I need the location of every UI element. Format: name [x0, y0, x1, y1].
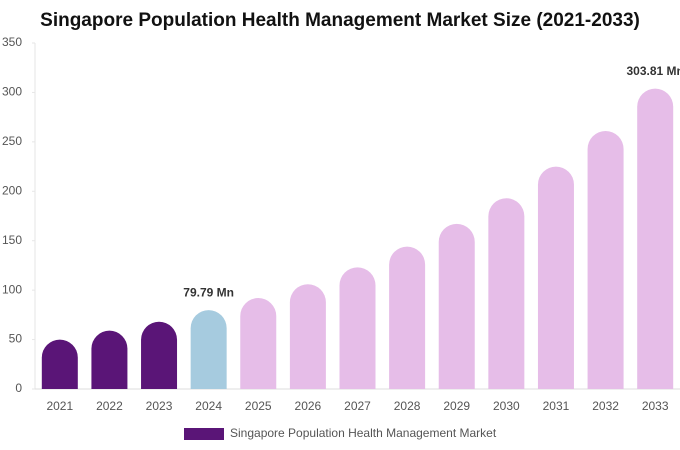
y-tick-label: 100: [2, 282, 22, 296]
x-tick-label: 2022: [96, 399, 123, 413]
y-tick-label: 0: [15, 381, 22, 395]
y-tick-label: 200: [2, 183, 22, 197]
bar: [240, 298, 277, 389]
value-label: 303.81 Mn: [627, 64, 680, 78]
x-tick-label: 2026: [295, 399, 322, 413]
bar: [389, 246, 426, 389]
x-tick-label: 2029: [443, 399, 470, 413]
bar: [537, 166, 574, 389]
x-tick-label: 2027: [344, 399, 371, 413]
legend-label: Singapore Population Health Management M…: [230, 426, 497, 440]
x-tick-label: 2023: [146, 399, 173, 413]
x-tick-label: 2024: [195, 399, 222, 413]
bar: [289, 284, 326, 389]
bar: [488, 198, 525, 389]
legend-swatch: [184, 428, 224, 440]
x-tick-label: 2021: [46, 399, 73, 413]
chart-title: Singapore Population Health Management M…: [40, 10, 640, 31]
bar: [438, 223, 475, 389]
x-tick-label: 2031: [543, 399, 570, 413]
y-tick-label: 300: [2, 85, 22, 99]
bar: [637, 88, 674, 390]
x-tick-label: 2025: [245, 399, 272, 413]
y-tick-label: 50: [9, 332, 23, 346]
x-tick-label: 2028: [394, 399, 421, 413]
value-label: 79.79 Mn: [183, 285, 234, 299]
y-tick-label: 150: [2, 233, 22, 247]
bar: [339, 267, 376, 389]
bar: [587, 130, 624, 390]
bar: [190, 310, 227, 389]
bar: [91, 330, 128, 389]
x-tick-label: 2030: [493, 399, 520, 413]
x-tick-label: 2032: [592, 399, 619, 413]
bar: [41, 339, 78, 389]
y-tick-label: 250: [2, 134, 22, 148]
x-tick-label: 2033: [642, 399, 669, 413]
y-tick-label: 350: [2, 35, 22, 49]
bar: [141, 321, 178, 389]
